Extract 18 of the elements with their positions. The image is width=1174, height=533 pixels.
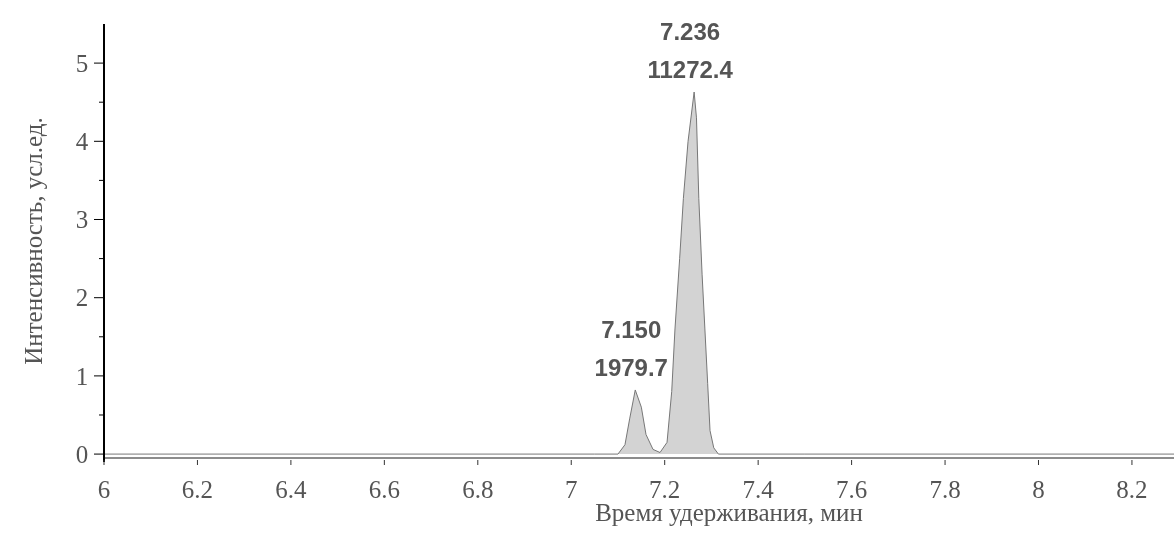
y-tick-label: 5 bbox=[75, 49, 89, 77]
x-tick-label: 6 bbox=[97, 476, 111, 503]
x-tick-label: 7 bbox=[565, 476, 578, 503]
x-tick-label: 6.2 bbox=[181, 476, 214, 503]
y-tick-label: 3 bbox=[75, 206, 89, 234]
x-tick-label: 6.6 bbox=[368, 476, 400, 503]
y-axis-title: Интенсивность, усл.ед. bbox=[20, 117, 47, 365]
y-tick-label: 2 bbox=[75, 284, 89, 312]
annotation: 7.150 1979.7 bbox=[594, 315, 668, 381]
annotation: 7.236 11272.4 bbox=[647, 18, 734, 84]
x-tick-label: 6.8 bbox=[462, 476, 494, 503]
x-tick-label: 8 bbox=[1032, 476, 1045, 503]
x-tick-label: 6.4 bbox=[275, 476, 308, 503]
x-tick-label: 8.2 bbox=[1116, 476, 1148, 503]
y-tick-label: 0 bbox=[75, 440, 89, 468]
x-tick-label: 7.8 bbox=[929, 476, 961, 503]
y-tick-label: 1 bbox=[75, 362, 89, 390]
y-tick-label: 4 bbox=[75, 128, 89, 156]
